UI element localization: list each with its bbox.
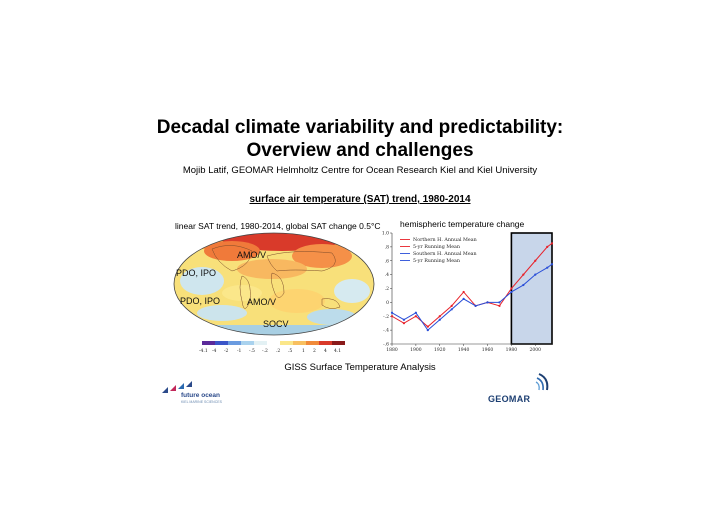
series-point (450, 304, 453, 307)
y-tick-label: .8 (385, 244, 389, 250)
x-tick-label: 2000 (530, 347, 542, 353)
series-point (550, 242, 554, 245)
x-tick-label: 1920 (434, 347, 446, 353)
series-point (534, 273, 537, 276)
x-tick-label: 1980 (506, 347, 518, 353)
x-tick-label: 1900 (410, 347, 422, 353)
colorbar-tick: -.2 (262, 348, 268, 354)
series-point (510, 290, 513, 294)
colorbar-tick: 1 (302, 348, 305, 354)
y-tick-label: -.6 (383, 342, 389, 348)
series-point (390, 311, 394, 314)
legend-label: Southern H. Annual Mean (413, 251, 477, 257)
region-label-amo-south: AMO/V (247, 297, 277, 307)
colorbar-tick: -.5 (249, 348, 255, 354)
region-label-pdo-south: PDO, IPO (180, 296, 221, 306)
series-point (474, 304, 477, 307)
geomar-wordmark: GEOMAR (488, 394, 531, 404)
series-point (498, 301, 501, 304)
colorbar-tick: .2 (276, 348, 280, 354)
legend-label: Northern H. Annual Mean (413, 237, 477, 243)
future-ocean-subtitle: KIEL MARINE SCIENCES (181, 400, 222, 404)
colorbar-tick: -4.1 (199, 348, 208, 354)
series-point (426, 329, 429, 332)
y-tick-label: -.4 (383, 328, 389, 334)
x-tick-label: 1940 (458, 347, 470, 353)
series-point (550, 263, 554, 266)
series-point (546, 245, 549, 248)
colorbar-tick: 4 (324, 348, 327, 354)
series-point (510, 287, 513, 290)
future-ocean-logo (162, 381, 192, 393)
series-point (522, 283, 525, 287)
y-tick-label: .4 (385, 272, 389, 278)
region-label-amo-north: AMO/V (237, 250, 267, 260)
future-ocean-wordmark: future ocean (181, 392, 221, 399)
colorbar-tick: -1 (237, 348, 242, 354)
series-point (438, 318, 441, 321)
hemi-chart-caption: hemispheric temperature change (400, 219, 525, 229)
series-point (534, 259, 537, 262)
region-label-pdo-north: PDO, IPO (176, 268, 217, 278)
series-point (522, 273, 525, 276)
series-point (402, 322, 406, 325)
map-caption: linear SAT trend, 1980-2014, global SAT … (175, 221, 381, 231)
series-point (486, 301, 489, 304)
hemispheric-temperature-chart: -.6 -.4 -.2 0 .2 .4 .6 .8 1.0 1880 1900 1920 1940 196… (382, 231, 554, 353)
series-point (498, 304, 501, 307)
sat-trend-map: -4.1 -4 -2 -1 -.5 -.2 .2 .5 1 2 4 4.1 (173, 232, 375, 354)
legend-label: 5-yr Running Mean (413, 244, 460, 250)
series-point (462, 297, 465, 301)
series-point (402, 318, 406, 321)
legend-label: 5-yr Running Mean (413, 258, 460, 264)
colorbar-tick: -4 (212, 348, 217, 354)
y-tick-label: .6 (385, 258, 389, 264)
x-tick-label: 1880 (386, 347, 398, 353)
geomar-wave-icon (535, 373, 549, 391)
series-point (462, 290, 465, 294)
section-heading: surface air temperature (SAT) trend, 198… (249, 194, 471, 205)
author-line: Mojib Latif, GEOMAR Helmholtz Centre for… (182, 165, 538, 176)
colorbar-tick: 4.1 (334, 348, 341, 354)
source-caption: GISS Surface Temperature Analysis (284, 362, 436, 373)
colorbar-tick: 2 (313, 348, 316, 354)
y-tick-label: .2 (385, 286, 389, 292)
region-label-socv: SOCV (263, 319, 289, 329)
series-point (426, 325, 429, 328)
y-tick-label: 0 (386, 300, 389, 306)
series-point (390, 315, 394, 318)
title-line-1: Decadal climate variability and predicta… (156, 117, 564, 138)
y-tick-label: -.2 (383, 314, 389, 320)
series-point (438, 315, 441, 318)
series-point (414, 315, 417, 318)
y-tick-label: 1.0 (382, 231, 389, 237)
x-tick-label: 1960 (482, 347, 494, 353)
series-point (450, 308, 453, 311)
series-point (546, 266, 549, 269)
series-point (414, 311, 417, 314)
title-line-2: Overview and challenges (246, 140, 474, 161)
colorbar-tick: -2 (224, 348, 229, 354)
colorbar-tick: .5 (288, 348, 292, 354)
